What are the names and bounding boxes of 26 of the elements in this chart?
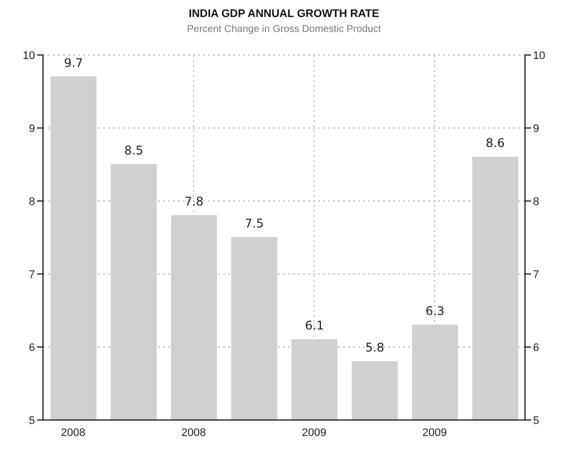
data-label: 6.1 bbox=[304, 318, 324, 333]
y-tick-label: 9 bbox=[28, 122, 35, 135]
y2-tick-label: 6 bbox=[533, 342, 540, 354]
y2-tick-label: 7 bbox=[533, 268, 540, 281]
y-tick-label: 6 bbox=[28, 342, 35, 354]
y-tick-label: 8 bbox=[28, 196, 35, 208]
y-tick-label: 10 bbox=[22, 50, 35, 62]
chart-subtitle: Percent Change in Gross Domestic Product bbox=[186, 24, 382, 35]
x-tick-label: 2008 bbox=[60, 426, 86, 439]
data-label: 6.3 bbox=[425, 304, 445, 318]
y2-tick-label: 9 bbox=[533, 122, 540, 135]
y2-tick-label: 8 bbox=[533, 196, 540, 208]
y2-tick-label: 5 bbox=[533, 414, 540, 427]
x-tick-label: 2009 bbox=[302, 426, 326, 439]
x-tick-label: 2008 bbox=[181, 426, 206, 439]
data-label: 7.5 bbox=[244, 216, 264, 230]
chart-title: INDIA GDP ANNUAL GROWTH RATE bbox=[188, 8, 380, 20]
data-label: 9.7 bbox=[64, 56, 84, 70]
x-tick-label: 2009 bbox=[422, 426, 447, 439]
y2-tick-label: 10 bbox=[533, 50, 546, 62]
data-label: 8.5 bbox=[124, 144, 144, 158]
y-tick-label: 5 bbox=[28, 414, 35, 427]
data-label: 8.6 bbox=[486, 136, 505, 150]
y-tick-label: 7 bbox=[28, 268, 35, 281]
data-label: 5.8 bbox=[365, 340, 384, 355]
data-label: 7.8 bbox=[184, 194, 204, 209]
